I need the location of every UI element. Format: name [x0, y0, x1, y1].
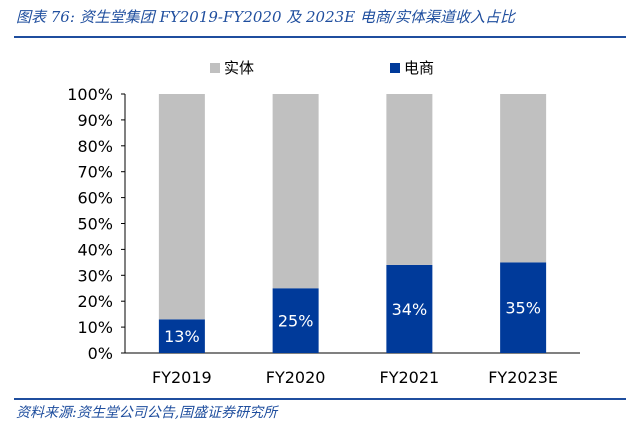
bar-online	[500, 262, 547, 353]
x-tick-label: FY2019	[152, 368, 212, 387]
y-tick-label: 0%	[88, 344, 113, 363]
bar-offline	[500, 94, 547, 263]
title-divider	[14, 36, 626, 38]
legend-label: 电商	[404, 59, 434, 77]
y-tick-label: 50%	[77, 215, 113, 234]
source-divider	[14, 398, 626, 400]
legend-swatch	[390, 63, 400, 73]
bar-online	[158, 319, 205, 353]
y-tick-label: 80%	[77, 137, 113, 156]
y-tick-label: 60%	[77, 189, 113, 208]
bar-online	[272, 288, 319, 353]
y-tick-label: 100%	[67, 85, 113, 104]
y-tick-label: 30%	[77, 266, 113, 285]
y-tick-label: 70%	[77, 163, 113, 182]
chart-title: 图表 76: 资生堂集团 FY2019-FY2020 及 2023E 电商/实体…	[16, 8, 515, 26]
bar-data-label: 25%	[278, 312, 314, 331]
x-tick-label: FY2023E	[488, 368, 558, 387]
bar-data-label: 35%	[505, 299, 541, 318]
bar-offline	[386, 94, 433, 265]
legend-swatch	[210, 63, 220, 73]
source-note: 资料来源:资生堂公司公告,国盛证券研究所	[16, 405, 278, 421]
bar-data-label: 13%	[164, 327, 200, 346]
y-tick-label: 40%	[77, 240, 113, 259]
y-tick-label: 90%	[77, 111, 113, 130]
bar-online	[386, 264, 433, 353]
bar-offline	[158, 94, 205, 320]
bar-offline	[272, 94, 319, 289]
y-tick-label: 10%	[77, 318, 113, 337]
x-tick-label: FY2020	[266, 368, 326, 387]
legend-label: 实体	[224, 59, 254, 77]
bar-data-label: 34%	[392, 300, 428, 319]
y-tick-label: 20%	[77, 292, 113, 311]
x-tick-label: FY2021	[380, 368, 440, 387]
